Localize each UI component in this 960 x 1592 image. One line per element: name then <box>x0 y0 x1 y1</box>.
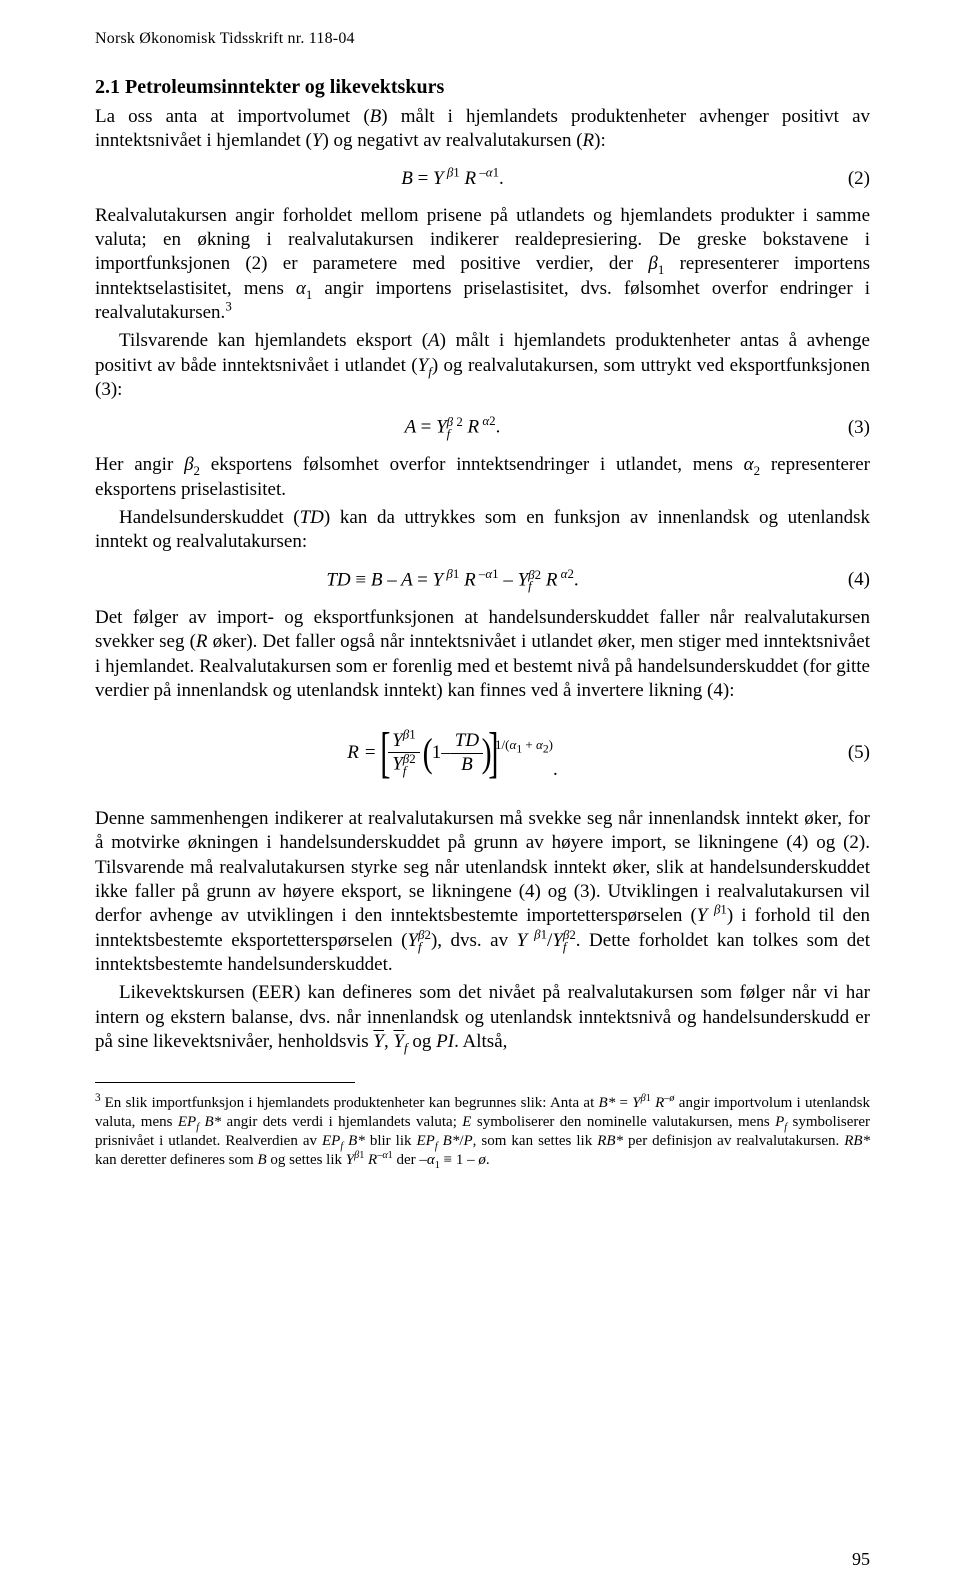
paragraph-7: Denne sammenhengen indikerer at realvalu… <box>95 807 870 977</box>
section-title: 2.1 Petroleumsinntekter og likevektskurs <box>95 76 870 99</box>
equation-2: B = Y β1 R –α1. (2) <box>95 168 870 190</box>
paragraph-4: Her angir β2 eksportens følsomhet overfo… <box>95 453 870 502</box>
equation-3: A = Yβ 2f R α2. (3) <box>95 416 870 439</box>
paragraph-2: Realvalutakursen angir forholdet mellom … <box>95 204 870 326</box>
equation-number-4: (4) <box>810 569 870 591</box>
equation-number-3: (3) <box>810 417 870 439</box>
paragraph-6: Det følger av import- og eksportfunksjon… <box>95 606 870 703</box>
equation-4: TD ≡ B – A = Y β1 R –α1 – Yβ2f R α2. (4) <box>95 569 870 592</box>
footnote-3: 3En slik importfunksjon i hjemlandets pr… <box>95 1091 870 1169</box>
page: Norsk Økonomisk Tidsskrift nr. 118-04 2.… <box>0 0 960 1592</box>
page-number: 95 <box>852 1549 870 1570</box>
equation-number-5: (5) <box>810 742 870 764</box>
paragraph-3: Tilsvarende kan hjemlandets eksport (A) … <box>95 329 870 402</box>
equation-5: R = [ Yβ1Yβ2f ( 1 – TDB ) ] 1/(α1 + α2) … <box>95 725 870 781</box>
paragraph-5: Handelsunderskuddet (TD) kan da uttrykke… <box>95 506 870 555</box>
footnote-rule <box>95 1082 355 1083</box>
paragraph-8: Likevektskursen (EER) kan defineres som … <box>95 981 870 1054</box>
equation-number-2: (2) <box>810 168 870 190</box>
running-header: Norsk Økonomisk Tidsskrift nr. 118-04 <box>95 30 870 48</box>
paragraph-1: La oss anta at importvolumet (B) målt i … <box>95 105 870 154</box>
